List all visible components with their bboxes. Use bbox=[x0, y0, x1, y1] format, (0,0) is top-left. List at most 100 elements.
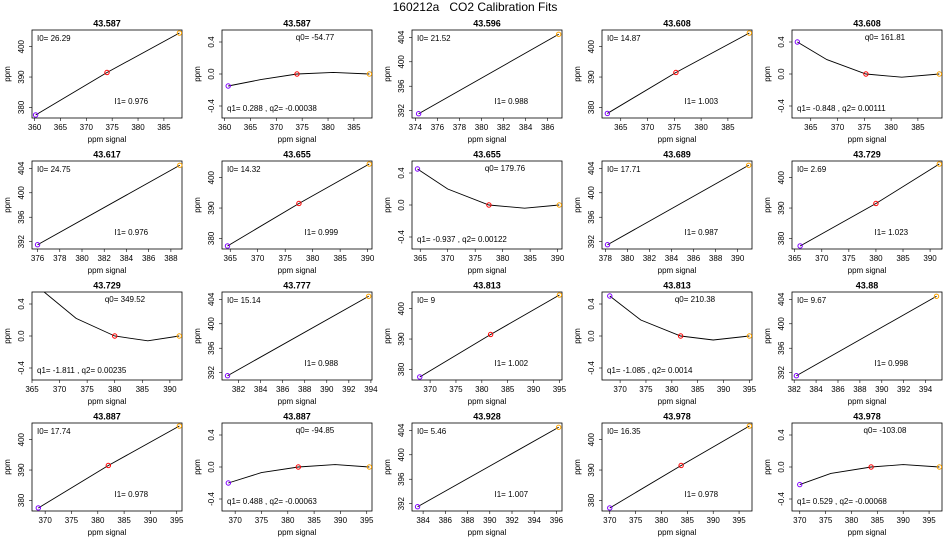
x-tick-label: 385 bbox=[871, 516, 885, 525]
x-tick-label: 382 bbox=[643, 254, 657, 263]
x-tick-label: 370 bbox=[793, 516, 807, 525]
panel-title: 43.587 bbox=[93, 18, 121, 28]
y-tick-label: 392 bbox=[777, 365, 786, 379]
y-tick-label: 400 bbox=[777, 317, 786, 331]
annotation: I1= 1.002 bbox=[495, 359, 529, 368]
data-point bbox=[34, 242, 41, 248]
y-tick-label: 0.4 bbox=[17, 298, 26, 310]
annotation: q1= 0.488 , q2= -0.00063 bbox=[227, 497, 317, 506]
y-tick-label: 396 bbox=[587, 210, 596, 224]
y-axis-label: ppm bbox=[763, 66, 772, 82]
y-tick-label: 400 bbox=[587, 432, 596, 446]
x-tick-label: 388 bbox=[709, 254, 723, 263]
fit-line bbox=[38, 425, 180, 509]
x-tick-label: 382 bbox=[98, 254, 112, 263]
y-tick-label: -0.4 bbox=[587, 361, 596, 375]
plot-frame bbox=[601, 160, 753, 250]
data-point bbox=[556, 292, 563, 298]
annotation: I0= 9 bbox=[417, 296, 436, 305]
panel-title: 43.655 bbox=[473, 149, 501, 159]
x-axis-label: ppm signal bbox=[468, 397, 507, 406]
y-axis-label: ppm bbox=[383, 328, 392, 344]
x-tick-label: 390 bbox=[717, 385, 731, 394]
data-point bbox=[868, 464, 874, 470]
x-tick-label: 365 bbox=[54, 123, 68, 132]
data-point bbox=[794, 39, 801, 45]
fit-line bbox=[607, 164, 749, 246]
y-axis-label: ppm bbox=[193, 459, 202, 475]
x-tick-label: 382 bbox=[788, 385, 802, 394]
data-point bbox=[604, 242, 611, 248]
y-tick-label: 400 bbox=[777, 170, 786, 184]
y-axis-label: ppm bbox=[3, 328, 12, 344]
data-point bbox=[745, 162, 752, 168]
data-point bbox=[677, 333, 684, 339]
x-tick-label: 378 bbox=[453, 123, 467, 132]
panel: 43.655 ppm signal ppm 365 370 375 380 385 390 380… bbox=[193, 149, 375, 275]
x-tick-label: 375 bbox=[80, 385, 94, 394]
data-point bbox=[607, 293, 613, 299]
fit-line bbox=[35, 32, 180, 116]
data-point bbox=[224, 243, 231, 249]
panel: 43.928 ppm signal ppm 384 386 388 390 392 394 396… bbox=[383, 411, 564, 537]
fit-curve bbox=[228, 464, 370, 484]
fit-line bbox=[609, 425, 750, 509]
x-axis-label: ppm signal bbox=[658, 397, 697, 406]
data-point bbox=[176, 333, 182, 339]
fit-line bbox=[417, 426, 559, 508]
y-tick-label: 392 bbox=[397, 103, 406, 117]
x-axis-label: ppm signal bbox=[468, 135, 507, 144]
fit-curve bbox=[43, 292, 180, 342]
data-point bbox=[486, 202, 492, 208]
panel-title: 43.813 bbox=[663, 280, 691, 290]
panel-title: 43.596 bbox=[473, 18, 501, 28]
x-tick-label: 380 bbox=[869, 254, 883, 263]
annotation: I1= 0.987 bbox=[685, 228, 719, 237]
panel-title: 43.729 bbox=[853, 149, 881, 159]
data-point bbox=[225, 480, 232, 486]
x-axis-label: ppm signal bbox=[278, 266, 317, 275]
x-tick-label: 375 bbox=[842, 254, 856, 263]
data-point bbox=[414, 504, 421, 510]
x-tick-label: 384 bbox=[416, 516, 430, 525]
y-tick-label: 0.4 bbox=[777, 429, 786, 441]
fit-line bbox=[37, 164, 180, 246]
x-tick-label: 370 bbox=[815, 254, 829, 263]
y-axis-label: ppm bbox=[573, 459, 582, 475]
x-tick-label: 370 bbox=[423, 385, 437, 394]
data-point bbox=[104, 69, 110, 76]
y-tick-label: 380 bbox=[587, 493, 596, 507]
plot-frame bbox=[31, 422, 183, 512]
x-tick-label: 395 bbox=[360, 516, 374, 525]
x-tick-label: 374 bbox=[409, 123, 423, 132]
y-tick-label: 380 bbox=[17, 100, 26, 114]
x-tick-label: 386 bbox=[687, 254, 701, 263]
y-tick-label: 390 bbox=[777, 201, 786, 215]
x-tick-label: 384 bbox=[120, 254, 134, 263]
annotation: q0= 349.52 bbox=[105, 295, 146, 304]
x-axis-label: ppm signal bbox=[88, 135, 127, 144]
annotation: I0= 2.69 bbox=[797, 165, 827, 174]
y-axis-label: ppm bbox=[3, 197, 12, 213]
annotation: I0= 14.32 bbox=[227, 165, 261, 174]
x-tick-label: 385 bbox=[896, 254, 910, 263]
y-tick-label: 390 bbox=[17, 70, 26, 84]
x-tick-label: 388 bbox=[298, 385, 312, 394]
x-tick-label: 370 bbox=[270, 123, 284, 132]
x-tick-label: 375 bbox=[668, 123, 682, 132]
y-tick-label: 400 bbox=[397, 448, 406, 462]
x-tick-label: 380 bbox=[655, 516, 669, 525]
y-axis-label: ppm bbox=[763, 459, 772, 475]
data-point bbox=[176, 423, 183, 429]
x-axis-label: ppm signal bbox=[848, 135, 887, 144]
panel: 43.887 ppm signal ppm 370 375 380 385 390 395 -0.… bbox=[193, 411, 374, 537]
data-point bbox=[365, 293, 372, 299]
panel: 43.978 ppm signal ppm 370 375 380 385 390 395 -0.… bbox=[763, 411, 943, 537]
panel-title: 43.777 bbox=[283, 280, 311, 290]
x-tick-label: 375 bbox=[819, 516, 833, 525]
y-tick-label: 380 bbox=[587, 100, 596, 114]
y-tick-label: 390 bbox=[587, 70, 596, 84]
x-tick-label: 380 bbox=[845, 516, 859, 525]
panel: 43.887 ppm signal ppm 370 375 380 385 390 395 380… bbox=[3, 411, 184, 537]
panel-title: 43.608 bbox=[853, 18, 881, 28]
